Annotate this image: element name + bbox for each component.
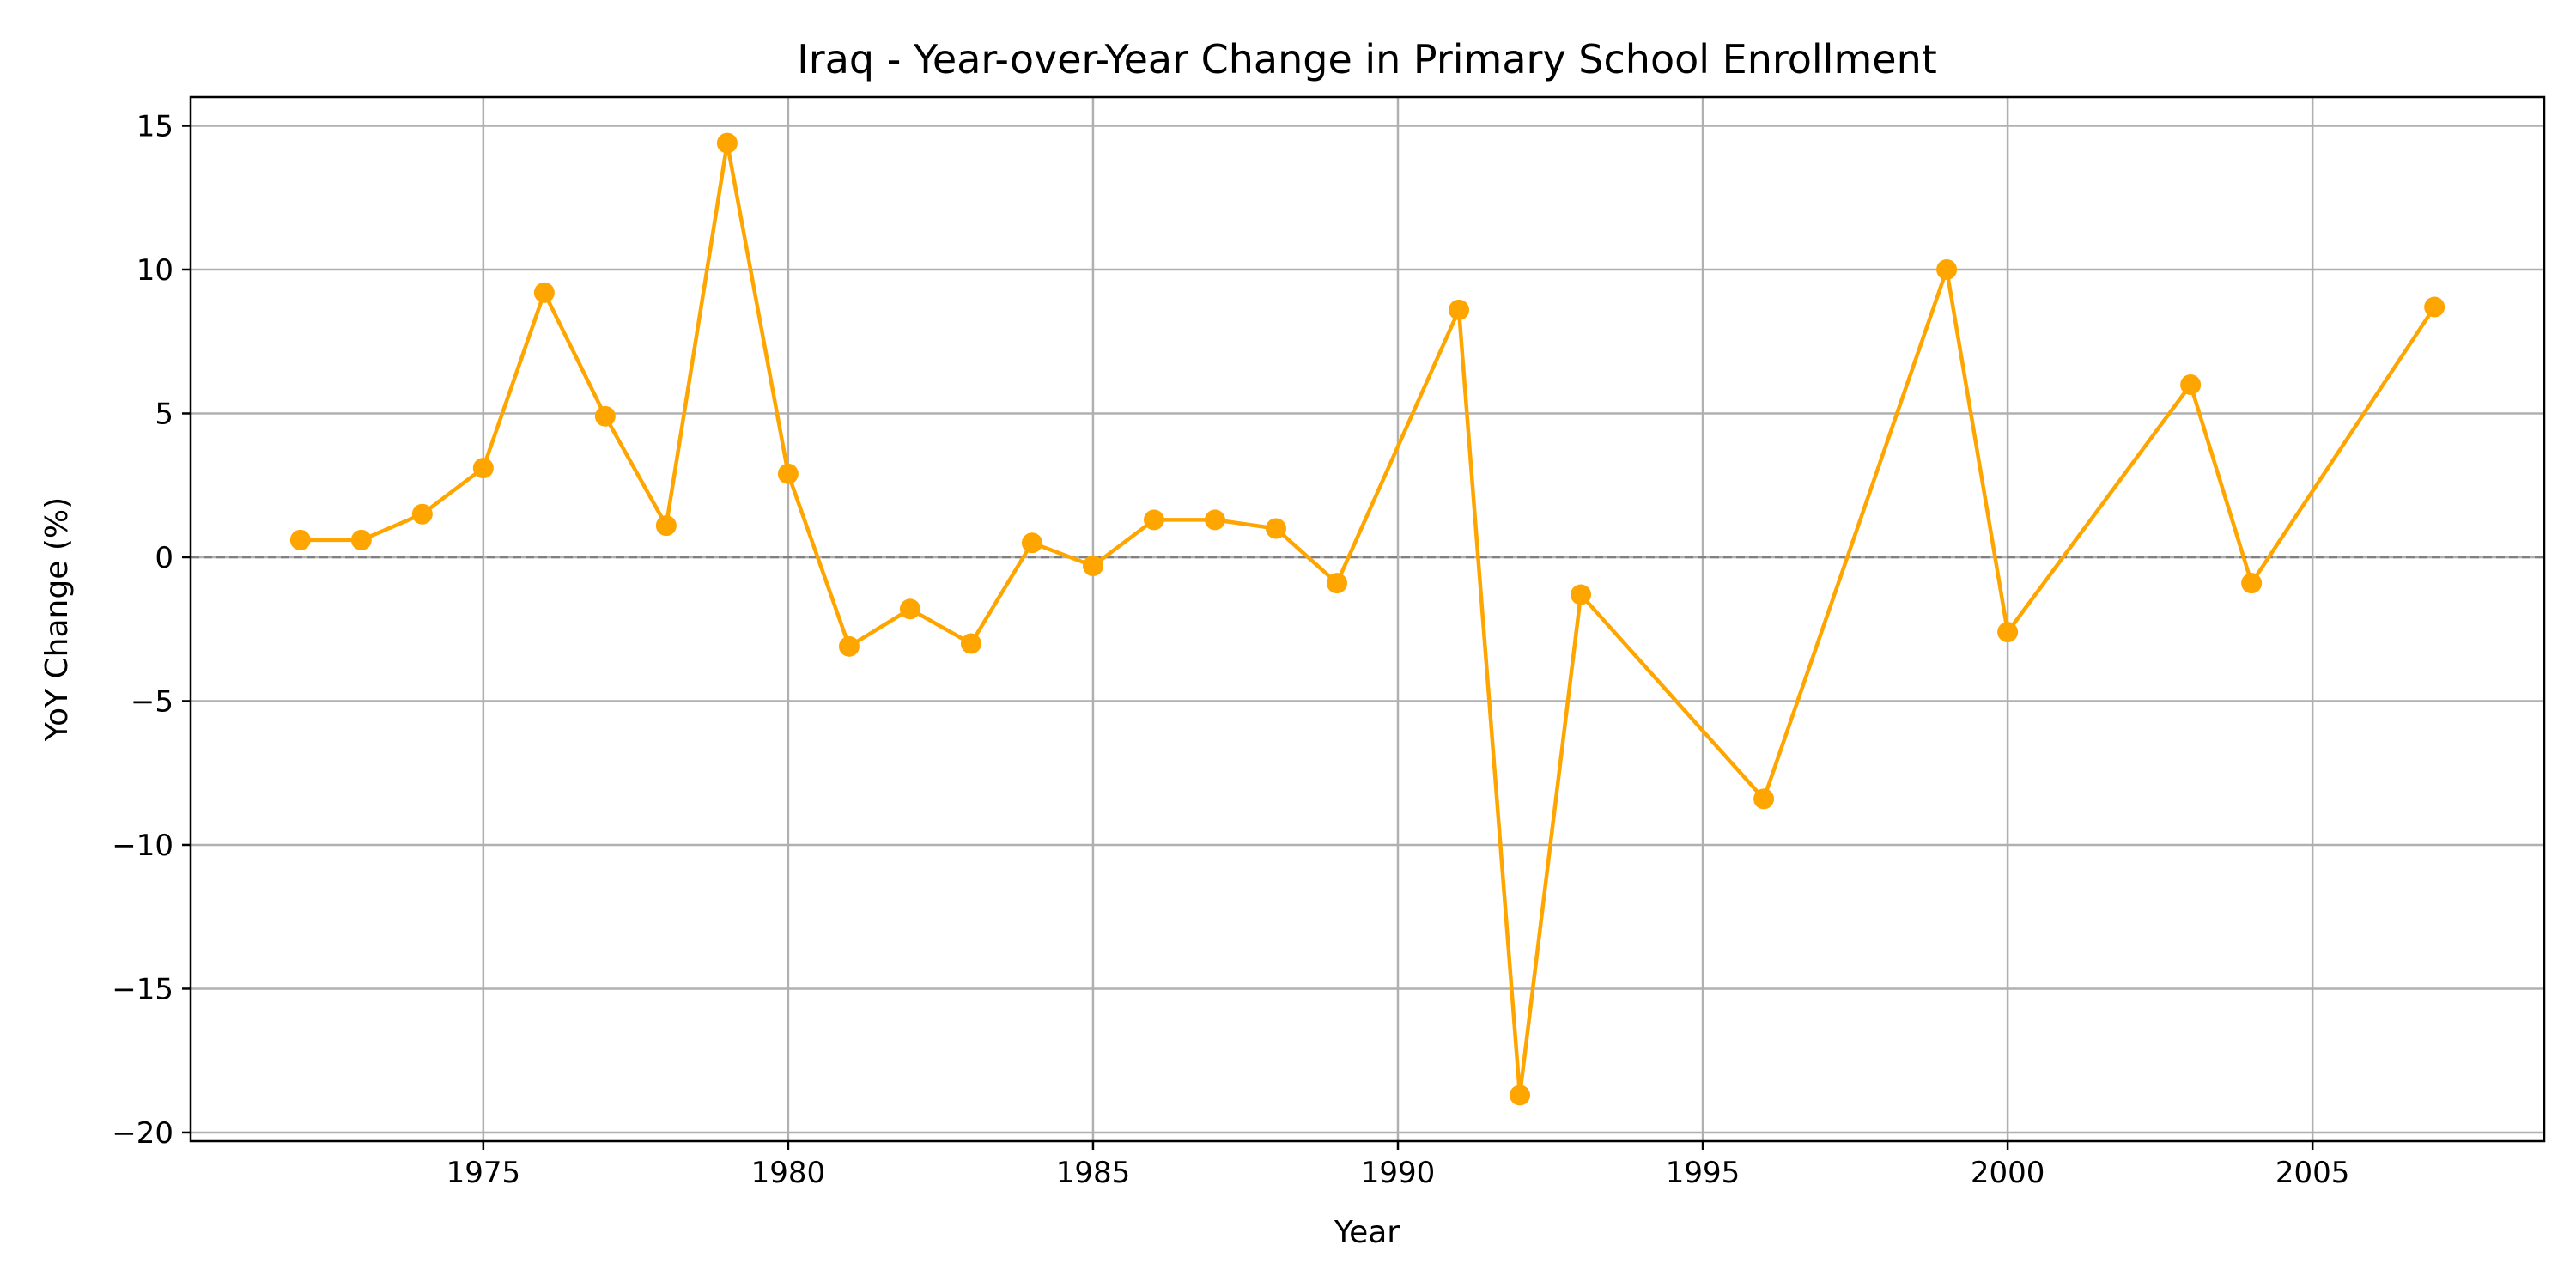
data-point — [655, 515, 677, 537]
series-layer — [289, 132, 2445, 1106]
data-point — [2241, 573, 2263, 594]
plot-frame — [189, 95, 2546, 1143]
data-point — [1936, 258, 1958, 280]
data-point — [472, 458, 494, 479]
data-point — [1021, 532, 1042, 554]
y-tick-label: 15 — [137, 109, 173, 143]
data-point — [716, 132, 738, 154]
x-axis-label: Year — [1334, 1215, 1400, 1250]
data-point — [1510, 1084, 1531, 1106]
data-point — [1753, 788, 1775, 810]
x-tick-label: 2005 — [2275, 1156, 2350, 1190]
data-point — [1571, 584, 1592, 605]
data-point — [411, 503, 433, 525]
data-point — [1204, 509, 1225, 531]
y-tick-label: −20 — [112, 1116, 173, 1151]
data-point — [838, 635, 860, 657]
y-tick-label: 5 — [155, 397, 173, 431]
data-point — [899, 598, 920, 620]
y-axis-label: YoY Change (%) — [39, 497, 75, 742]
data-point — [350, 529, 372, 550]
data-point — [1082, 556, 1103, 577]
x-tick-label: 1990 — [1361, 1156, 1436, 1190]
y-tick-label: 10 — [137, 253, 173, 288]
y-axis-ticks: −20 −15 −10 −5 0 5 10 15 — [112, 109, 191, 1151]
data-point — [960, 633, 981, 654]
x-tick-label: 1975 — [447, 1156, 521, 1190]
x-axis-ticks: 1975 1980 1985 1990 1995 2000 2005 — [447, 1141, 2350, 1190]
x-tick-label: 1980 — [751, 1156, 826, 1190]
data-point — [1143, 509, 1164, 531]
x-tick-label: 1995 — [1666, 1156, 1741, 1190]
data-point — [777, 463, 799, 484]
data-point — [533, 282, 555, 303]
y-tick-label: 0 — [155, 541, 173, 575]
y-tick-label: −10 — [112, 829, 173, 863]
x-tick-label: 1985 — [1056, 1156, 1131, 1190]
x-tick-label: 2000 — [1971, 1156, 2045, 1190]
data-point — [1265, 518, 1286, 539]
y-tick-label: −15 — [112, 972, 173, 1006]
data-point — [2424, 296, 2445, 318]
data-point — [289, 529, 311, 550]
data-point — [594, 405, 616, 427]
data-point — [1997, 622, 2019, 643]
data-point — [1449, 299, 1470, 320]
chart-title: Iraq - Year-over-Year Change in Primary … — [797, 36, 1937, 82]
data-point — [2180, 374, 2202, 395]
data-point — [1326, 573, 1347, 594]
y-tick-label: −5 — [131, 684, 173, 719]
